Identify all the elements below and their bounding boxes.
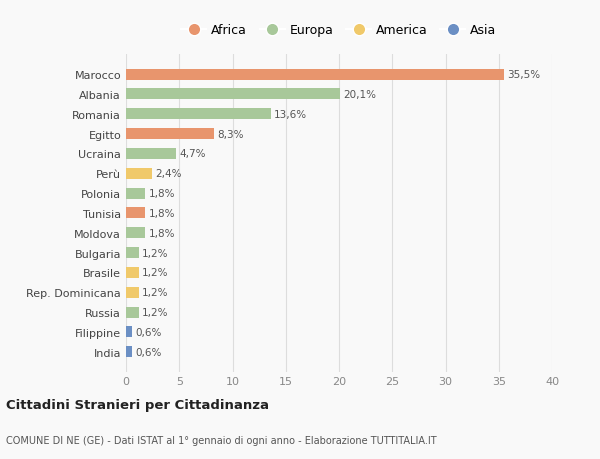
Text: 0,6%: 0,6%: [136, 347, 162, 357]
Text: 1,2%: 1,2%: [142, 248, 169, 258]
Bar: [126, 228, 145, 239]
Text: 2,4%: 2,4%: [155, 169, 181, 179]
Text: Cittadini Stranieri per Cittadinanza: Cittadini Stranieri per Cittadinanza: [6, 398, 269, 412]
Bar: [126, 208, 145, 219]
Bar: [126, 287, 139, 298]
Bar: [126, 267, 139, 278]
Text: 35,5%: 35,5%: [507, 70, 541, 80]
Text: 0,6%: 0,6%: [136, 327, 162, 337]
Text: 1,8%: 1,8%: [148, 228, 175, 238]
Bar: [126, 307, 139, 318]
Bar: [126, 327, 133, 338]
Text: 1,2%: 1,2%: [142, 268, 169, 278]
Bar: [126, 188, 145, 199]
Bar: [126, 149, 176, 160]
Bar: [126, 247, 139, 258]
Bar: [126, 347, 133, 358]
Text: 1,8%: 1,8%: [148, 189, 175, 199]
Bar: [126, 168, 152, 179]
Text: COMUNE DI NE (GE) - Dati ISTAT al 1° gennaio di ogni anno - Elaborazione TUTTITA: COMUNE DI NE (GE) - Dati ISTAT al 1° gen…: [6, 435, 437, 445]
Text: 1,8%: 1,8%: [148, 208, 175, 218]
Bar: [126, 129, 214, 140]
Bar: [126, 69, 504, 80]
Text: 1,2%: 1,2%: [142, 308, 169, 317]
Text: 1,2%: 1,2%: [142, 288, 169, 297]
Text: 20,1%: 20,1%: [343, 90, 376, 100]
Text: 13,6%: 13,6%: [274, 110, 307, 119]
Legend: Africa, Europa, America, Asia: Africa, Europa, America, Asia: [178, 20, 500, 40]
Bar: [126, 109, 271, 120]
Bar: [126, 89, 340, 100]
Text: 4,7%: 4,7%: [179, 149, 206, 159]
Text: 8,3%: 8,3%: [218, 129, 244, 139]
